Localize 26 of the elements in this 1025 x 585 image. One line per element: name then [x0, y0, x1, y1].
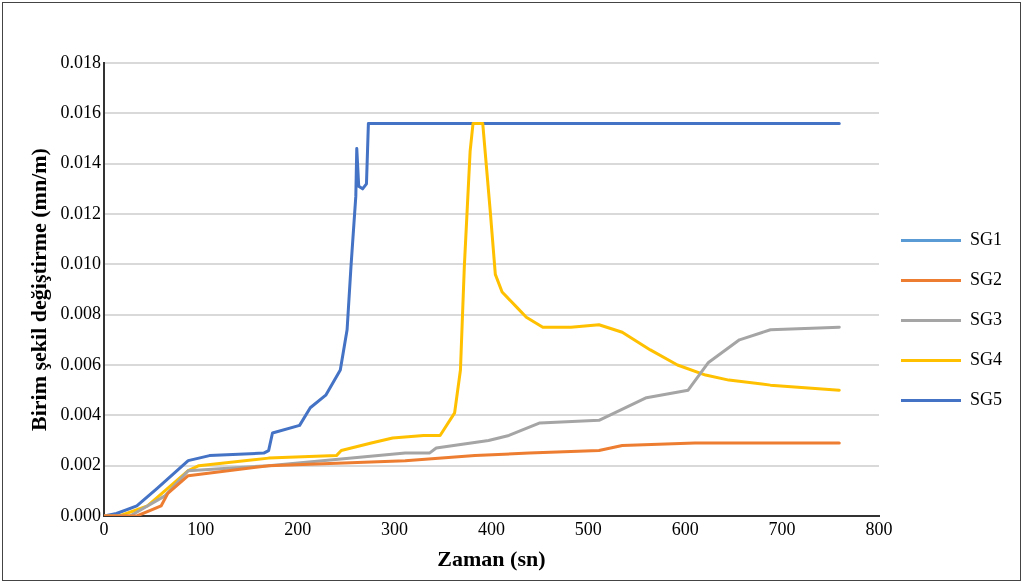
x-tick-label: 0	[99, 518, 109, 539]
y-axis-title: Birim şekil değiştirme (mn/m)	[25, 148, 51, 431]
legend-label: SG3	[969, 309, 1003, 330]
x-tick-label: 400	[477, 518, 505, 539]
x-tick-label: 700	[768, 518, 796, 539]
y-tick-label: 0.002	[60, 454, 101, 475]
y-tick-label: 0.004	[60, 404, 101, 425]
y-tick-label: 0.006	[60, 353, 101, 374]
x-tick-label: 300	[381, 518, 409, 539]
legend-label: SG4	[969, 349, 1003, 370]
x-tick-label: 800	[865, 518, 893, 539]
y-tick-label: 0.016	[60, 102, 101, 123]
x-tick-label: 500	[574, 518, 602, 539]
y-tick-label: 0.010	[60, 253, 101, 274]
y-tick-label: 0.014	[60, 152, 101, 173]
y-tick-label: 0.008	[60, 303, 101, 324]
x-tick-label: 100	[187, 518, 215, 539]
x-axis-title: Zaman (sn)	[437, 546, 546, 572]
y-tick-label: 0.000	[60, 504, 101, 525]
legend-label: SG2	[969, 269, 1003, 290]
legend-label: SG1	[969, 229, 1003, 250]
y-tick-label: 0.018	[60, 51, 101, 72]
y-tick-label: 0.012	[60, 202, 101, 223]
x-tick-label: 600	[671, 518, 699, 539]
x-tick-label: 200	[284, 518, 312, 539]
legend-label: SG5	[969, 389, 1003, 410]
